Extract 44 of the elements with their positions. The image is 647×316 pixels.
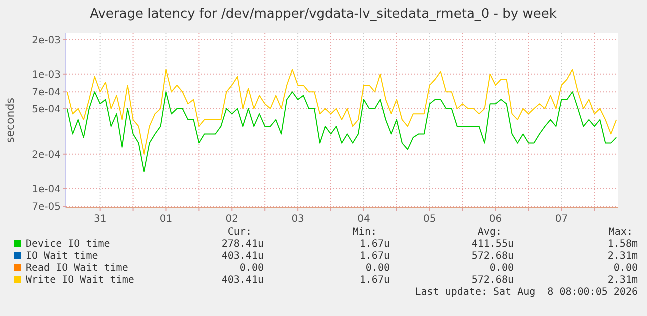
text: 1.58m xyxy=(608,239,638,250)
text: 1.67u xyxy=(360,275,390,286)
text: Last update: Sat Aug 8 08:00:05 2026 xyxy=(415,287,638,298)
y-tick-label: 5e-04 xyxy=(32,104,61,116)
text: 1.67u xyxy=(360,239,390,250)
text: 278.41u xyxy=(222,239,264,250)
chart-title: Average latency for /dev/mapper/vgdata-lv_sitedata_rmeta_0 - by week xyxy=(90,7,558,22)
text: 2.31m xyxy=(608,275,638,286)
text: 1.67u xyxy=(360,251,390,262)
x-tick-label: 31 xyxy=(94,214,107,225)
line-series xyxy=(66,69,618,155)
text: 2.31m xyxy=(608,251,638,262)
x-tick-label: 04 xyxy=(358,214,370,225)
y-tick-label: 7e-04 xyxy=(32,88,61,99)
y-axis-title: seconds xyxy=(4,98,17,143)
text: 0.00 xyxy=(366,263,390,274)
x-tick-label: 02 xyxy=(226,214,239,225)
text: 411.55u xyxy=(472,239,514,250)
legend-label: Read IO Wait time xyxy=(26,263,128,274)
line-series xyxy=(66,92,618,173)
y-tick-label: 1e-04 xyxy=(32,184,61,196)
text: Min: xyxy=(352,227,377,238)
text: Cur: xyxy=(228,227,252,238)
text: 572.68u xyxy=(472,251,514,262)
legend-label: IO Wait time xyxy=(26,251,98,262)
y-tick-label: 7e-05 xyxy=(32,202,61,214)
x-tick-label: 03 xyxy=(292,214,304,225)
text: 572.68u xyxy=(472,275,514,286)
x-tick-label: 05 xyxy=(424,214,436,225)
legend-label: Device IO time xyxy=(26,239,110,250)
y-tick-label: 2e-03 xyxy=(32,35,61,46)
x-tick-label: 07 xyxy=(555,214,568,225)
y-tick-label: 1e-03 xyxy=(32,70,61,81)
text: 0.00 xyxy=(490,263,514,274)
x-tick-label: 06 xyxy=(489,214,502,225)
text: Avg: xyxy=(478,227,502,238)
text: 0.00 xyxy=(614,263,638,274)
y-tick-label: 2e-04 xyxy=(32,150,61,161)
text: 403.41u xyxy=(222,251,264,262)
text: 403.41u xyxy=(222,275,264,286)
text: Max: xyxy=(608,227,633,238)
x-tick-label: 01 xyxy=(160,214,173,225)
text: 0.00 xyxy=(240,263,264,274)
legend-label: Write IO Wait time xyxy=(26,275,134,286)
